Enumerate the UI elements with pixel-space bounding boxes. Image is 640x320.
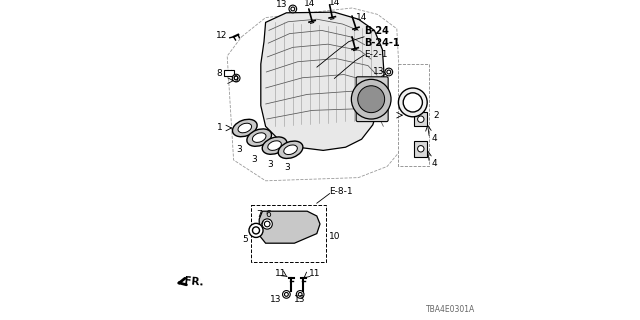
Text: 7: 7 bbox=[257, 210, 262, 219]
Text: FR.: FR. bbox=[184, 276, 204, 288]
Circle shape bbox=[403, 93, 422, 112]
Circle shape bbox=[234, 76, 238, 80]
Circle shape bbox=[417, 116, 424, 122]
Circle shape bbox=[385, 68, 392, 76]
Text: 4: 4 bbox=[432, 159, 438, 168]
Ellipse shape bbox=[238, 123, 252, 133]
Text: 14: 14 bbox=[304, 0, 316, 8]
Circle shape bbox=[289, 5, 296, 13]
Polygon shape bbox=[259, 211, 320, 243]
Ellipse shape bbox=[262, 137, 287, 154]
Text: 3: 3 bbox=[285, 163, 290, 172]
Text: TBA4E0301A: TBA4E0301A bbox=[426, 305, 475, 314]
Bar bbox=[224, 70, 234, 76]
FancyBboxPatch shape bbox=[251, 205, 326, 262]
Circle shape bbox=[264, 221, 270, 227]
Text: 11: 11 bbox=[275, 269, 287, 278]
Circle shape bbox=[417, 146, 424, 152]
Text: 3: 3 bbox=[268, 160, 273, 169]
Text: E-8-1: E-8-1 bbox=[330, 187, 353, 196]
Ellipse shape bbox=[247, 129, 271, 146]
Ellipse shape bbox=[268, 141, 282, 150]
Circle shape bbox=[284, 292, 288, 296]
Text: 14: 14 bbox=[356, 13, 367, 22]
Text: B-24-1: B-24-1 bbox=[364, 38, 400, 48]
Circle shape bbox=[232, 74, 240, 82]
Text: 9: 9 bbox=[232, 76, 237, 84]
Polygon shape bbox=[415, 141, 428, 157]
Circle shape bbox=[398, 88, 428, 117]
Ellipse shape bbox=[232, 119, 257, 137]
Text: 13: 13 bbox=[372, 68, 384, 76]
Text: 12: 12 bbox=[216, 31, 227, 40]
Circle shape bbox=[291, 7, 294, 11]
Circle shape bbox=[351, 79, 391, 119]
FancyBboxPatch shape bbox=[398, 64, 429, 166]
Polygon shape bbox=[415, 112, 428, 126]
Text: 13: 13 bbox=[269, 295, 281, 304]
Text: 10: 10 bbox=[329, 232, 340, 241]
Ellipse shape bbox=[278, 141, 303, 158]
Text: 13: 13 bbox=[276, 0, 287, 9]
Text: 5: 5 bbox=[243, 236, 248, 244]
Text: B-24: B-24 bbox=[364, 26, 389, 36]
Text: 11: 11 bbox=[309, 269, 320, 278]
Circle shape bbox=[262, 219, 273, 229]
Polygon shape bbox=[261, 12, 384, 150]
Circle shape bbox=[252, 227, 260, 234]
Text: 3: 3 bbox=[252, 155, 257, 164]
Text: E-2-1: E-2-1 bbox=[364, 50, 388, 59]
Text: 2: 2 bbox=[434, 111, 439, 120]
Circle shape bbox=[283, 291, 290, 298]
Circle shape bbox=[358, 86, 385, 113]
Text: 3: 3 bbox=[237, 145, 242, 154]
Text: 6: 6 bbox=[266, 210, 271, 219]
Ellipse shape bbox=[252, 133, 266, 142]
Text: 14: 14 bbox=[329, 0, 340, 7]
Text: 4: 4 bbox=[432, 134, 438, 143]
Text: 8: 8 bbox=[216, 69, 222, 78]
Text: 1: 1 bbox=[217, 124, 223, 132]
Circle shape bbox=[249, 223, 263, 237]
Circle shape bbox=[298, 292, 302, 296]
Ellipse shape bbox=[284, 145, 298, 155]
Circle shape bbox=[387, 70, 390, 74]
FancyBboxPatch shape bbox=[356, 77, 388, 122]
Circle shape bbox=[296, 291, 304, 298]
Text: 13: 13 bbox=[294, 295, 306, 304]
